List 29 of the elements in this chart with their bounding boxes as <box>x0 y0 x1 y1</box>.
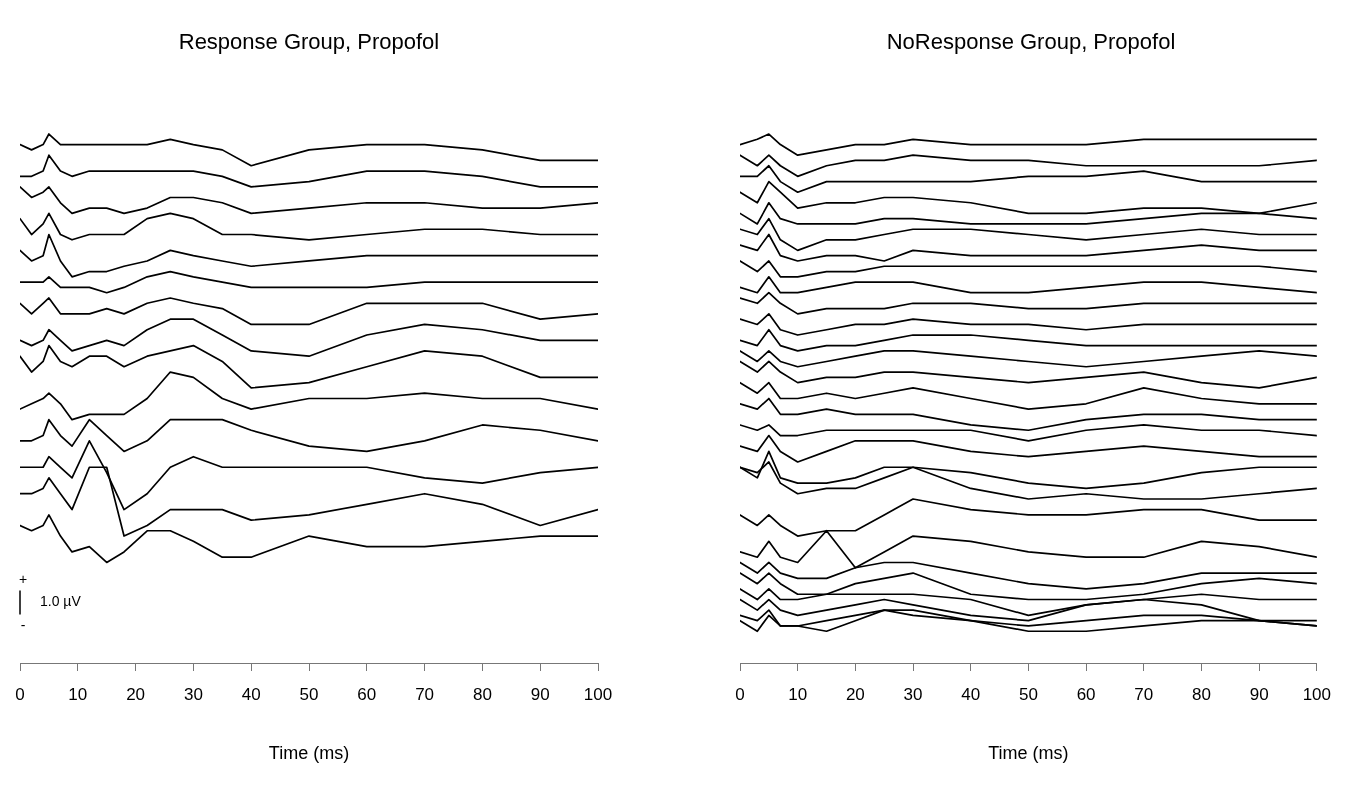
x-tick-label: 60 <box>357 684 377 704</box>
x-tick-label: 10 <box>788 684 808 704</box>
x-tick-label: 20 <box>126 684 146 704</box>
x-tick-label: 80 <box>1191 684 1211 704</box>
x-tick-label: 50 <box>1018 684 1038 704</box>
x-tick-label: 100 <box>583 684 613 704</box>
x-tick-label: 20 <box>845 684 865 704</box>
x-tick-label: 70 <box>415 684 435 704</box>
x-tick-label: 40 <box>241 684 261 704</box>
x-axis-title: Time (ms) <box>268 743 350 764</box>
x-tick-label: 0 <box>15 684 25 704</box>
x-tick-label: 90 <box>1249 684 1269 704</box>
x-tick-label: 90 <box>530 684 550 704</box>
x-axis-title: Time (ms) <box>988 743 1069 764</box>
x-tick-label: 80 <box>472 684 492 704</box>
chart-title: Response Group, Propofol <box>178 29 440 55</box>
x-tick-label: 0 <box>735 684 745 704</box>
annotation: + <box>18 571 28 588</box>
annotation: 1.0 µV <box>40 593 82 610</box>
x-tick-label: 30 <box>903 684 923 704</box>
chart-title: NoResponse Group, Propofol <box>886 29 1176 55</box>
x-tick-label: 40 <box>961 684 981 704</box>
x-tick-label: 10 <box>68 684 88 704</box>
x-tick-label: 100 <box>1302 684 1332 704</box>
x-tick-label: 70 <box>1134 684 1154 704</box>
annotation: - <box>20 617 26 634</box>
x-tick-label: 30 <box>183 684 203 704</box>
x-tick-label: 60 <box>1076 684 1096 704</box>
x-tick-label: 50 <box>299 684 319 704</box>
